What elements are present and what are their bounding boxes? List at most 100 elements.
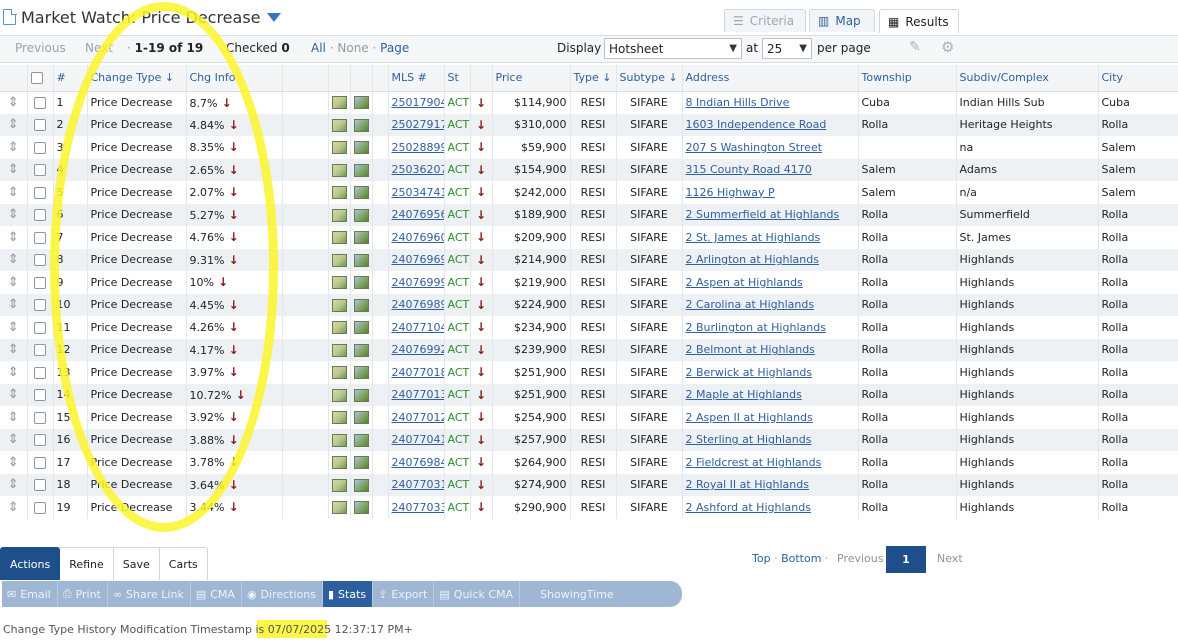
photo-button[interactable] <box>328 428 351 451</box>
row-checkbox[interactable] <box>27 203 54 226</box>
address[interactable]: 2 Belmont at Highlands <box>682 338 859 361</box>
gallery-button[interactable] <box>350 248 373 271</box>
table-row[interactable]: ⇕ 9 Price Decrease 10% ↓ 24076999 ACT ↓ $219,90… <box>0 271 1178 294</box>
row-checkbox[interactable] <box>27 271 54 294</box>
address[interactable]: 2 Carolina at Highlands <box>682 293 859 316</box>
drag-handle[interactable]: ⇕ <box>0 451 28 474</box>
table-row[interactable]: ⇕ 18 Price Decrease 3.64% ↓ 24077031 ACT ↓ $274… <box>0 473 1178 496</box>
drag-handle[interactable]: ⇕ <box>0 113 28 136</box>
photo-button[interactable] <box>328 136 351 159</box>
table-row[interactable]: ⇕ 5 Price Decrease 2.07% ↓ 25034741 ACT ↓ $242,… <box>0 181 1178 204</box>
mls-number[interactable]: 24076956 <box>388 203 445 226</box>
photo-button[interactable] <box>328 316 351 339</box>
mls-number[interactable]: 25028899 <box>388 136 445 159</box>
mls-number[interactable]: 25027917 <box>388 113 445 136</box>
gallery-button[interactable] <box>350 136 373 159</box>
address[interactable]: 2 St. James at Highlands <box>682 226 859 249</box>
gallery-button[interactable] <box>350 338 373 361</box>
gallery-button[interactable] <box>350 91 373 114</box>
tab-save[interactable]: Save <box>113 547 160 580</box>
per-page-select[interactable]: 25 ▼ <box>762 38 812 59</box>
drag-handle[interactable]: ⇕ <box>0 338 28 361</box>
photo-button[interactable] <box>328 361 351 384</box>
address[interactable]: 2 Arlington at Highlands <box>682 248 859 271</box>
select-none-link[interactable]: None <box>337 41 369 55</box>
share-link-button[interactable]: ∞ Share Link <box>108 581 191 607</box>
address[interactable]: 2 Aspen II at Highlands <box>682 406 859 429</box>
gallery-button[interactable] <box>350 428 373 451</box>
drag-handle[interactable]: ⇕ <box>0 226 28 249</box>
row-checkbox[interactable] <box>27 136 54 159</box>
mls-number[interactable]: 25036207 <box>388 158 445 181</box>
showingtime-button[interactable]: ShowingTime <box>540 587 614 601</box>
drag-handle[interactable]: ⇕ <box>0 158 28 181</box>
photo-button[interactable] <box>328 496 351 519</box>
mls-number[interactable]: 24077013 <box>388 383 445 406</box>
drag-handle[interactable]: ⇕ <box>0 271 28 294</box>
address[interactable]: 315 County Road 4170 <box>682 158 859 181</box>
photo-button[interactable] <box>328 181 351 204</box>
mls-number[interactable]: 25034741 <box>388 181 445 204</box>
drag-handle[interactable]: ⇕ <box>0 361 28 384</box>
row-checkbox[interactable] <box>27 383 54 406</box>
table-row[interactable]: ⇕ 17 Price Decrease 3.78% ↓ 24076984 ACT ↓ $264… <box>0 451 1178 474</box>
address[interactable]: 2 Berwick at Highlands <box>682 361 859 384</box>
next-button[interactable]: Next <box>85 41 113 55</box>
address[interactable]: 2 Maple at Highlands <box>682 383 859 406</box>
pager-current-page[interactable]: 1 <box>886 546 926 573</box>
header-subdiv[interactable]: Subdiv/Complex <box>956 65 1099 92</box>
header-subtype[interactable]: Subtype ↓ <box>616 65 683 92</box>
photo-button[interactable] <box>328 293 351 316</box>
gallery-button[interactable] <box>350 496 373 519</box>
drag-handle[interactable]: ⇕ <box>0 248 28 271</box>
address[interactable]: 2 Aspen at Highlands <box>682 271 859 294</box>
gallery-button[interactable] <box>350 293 373 316</box>
gallery-button[interactable] <box>350 113 373 136</box>
gallery-button[interactable] <box>350 406 373 429</box>
photo-button[interactable] <box>328 226 351 249</box>
table-row[interactable]: ⇕ 16 Price Decrease 3.88% ↓ 24077041 ACT ↓ $257… <box>0 428 1178 451</box>
top-link[interactable]: Top <box>752 552 771 565</box>
drag-handle[interactable]: ⇕ <box>0 383 28 406</box>
gallery-button[interactable] <box>350 226 373 249</box>
pager-next[interactable]: Next <box>937 552 963 565</box>
table-row[interactable]: ⇕ 6 Price Decrease 5.27% ↓ 24076956 ACT ↓ $189,… <box>0 203 1178 226</box>
tab-map[interactable]: ▥ Map <box>809 9 875 32</box>
photo-button[interactable] <box>328 406 351 429</box>
row-checkbox[interactable] <box>27 293 54 316</box>
drag-handle[interactable]: ⇕ <box>0 181 28 204</box>
row-checkbox[interactable] <box>27 338 54 361</box>
table-row[interactable]: ⇕ 8 Price Decrease 9.31% ↓ 24076969 ACT ↓ $214,… <box>0 248 1178 271</box>
row-checkbox[interactable] <box>27 113 54 136</box>
pager-previous[interactable]: Previous <box>837 552 884 565</box>
drag-handle[interactable]: ⇕ <box>0 203 28 226</box>
tab-actions[interactable]: Actions <box>0 547 61 580</box>
address[interactable]: 1603 Independence Road <box>682 113 859 136</box>
photo-button[interactable] <box>328 203 351 226</box>
table-row[interactable]: ⇕ 13 Price Decrease 3.97% ↓ 24077018 ACT ↓ $251… <box>0 361 1178 384</box>
row-checkbox[interactable] <box>27 316 54 339</box>
directions-button[interactable]: ◉ Directions <box>242 581 323 607</box>
select-all-checkbox[interactable] <box>27 65 54 92</box>
row-checkbox[interactable] <box>27 361 54 384</box>
address[interactable]: 2 Summerfield at Highlands <box>682 203 859 226</box>
tab-results[interactable]: ▦ Results <box>879 9 959 33</box>
address[interactable]: 2 Fieldcrest at Highlands <box>682 451 859 474</box>
drag-handle[interactable]: ⇕ <box>0 406 28 429</box>
display-select[interactable]: Hotsheet ▼ <box>604 38 742 59</box>
header-change-type[interactable]: Change Type ↓ <box>87 65 187 92</box>
mls-number[interactable]: 24076960 <box>388 226 445 249</box>
address[interactable]: 207 S Washington Street <box>682 136 859 159</box>
mls-number[interactable]: 24077018 <box>388 361 445 384</box>
gallery-button[interactable] <box>350 451 373 474</box>
title-dropdown-caret-icon[interactable] <box>267 13 281 22</box>
photo-button[interactable] <box>328 271 351 294</box>
table-row[interactable]: ⇕ 15 Price Decrease 3.92% ↓ 24077012 ACT ↓ $254… <box>0 406 1178 429</box>
photo-button[interactable] <box>328 113 351 136</box>
gallery-button[interactable] <box>350 158 373 181</box>
header-address[interactable]: Address <box>682 65 859 92</box>
drag-handle[interactable]: ⇕ <box>0 316 28 339</box>
table-row[interactable]: ⇕ 10 Price Decrease 4.45% ↓ 24076989 ACT ↓ $224… <box>0 293 1178 316</box>
mls-number[interactable]: 24076984 <box>388 451 445 474</box>
address[interactable]: 1126 Highway P <box>682 181 859 204</box>
